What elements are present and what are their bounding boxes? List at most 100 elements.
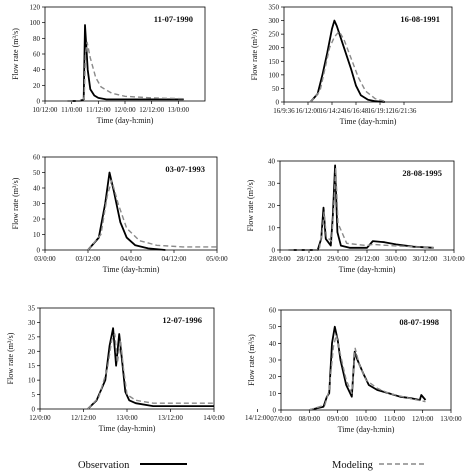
panel-4: 0 10 20 30 40 28/0:00 28/12:00 29/0:00 29/12:00 3…	[246, 158, 465, 275]
y-axis-label: Flow rate (m³/s)	[11, 28, 20, 80]
y-tick-label: 15	[28, 362, 36, 370]
y-tick-label: 50	[272, 85, 280, 93]
x-tick-label: 07/0:00	[270, 415, 292, 423]
y-tick-label: 100	[269, 71, 280, 79]
panel-5: 0 5 10 15 20 25 30 35 12/0:00 12/12:00 13/0:00 13/1…	[6, 305, 270, 434]
modeling-line	[309, 30, 385, 103]
y-tick-label: 30	[33, 200, 41, 208]
x-tick-label: 16/21:36	[392, 107, 417, 115]
y-tick-label: 60	[33, 51, 41, 59]
y-tick-label: 25	[28, 333, 36, 341]
y-tick-label: 10	[269, 390, 277, 398]
x-tick-label: 28/12:00	[297, 255, 322, 263]
y-tick-label: 40	[33, 185, 41, 193]
y-tick-label: 20	[33, 216, 41, 224]
y-tick-label: 20	[28, 348, 36, 356]
x-axis-label: Time (day-h:min)	[339, 265, 396, 274]
x-tick-label: 16/9:36	[273, 107, 295, 115]
y-tick-label: 20	[33, 82, 41, 90]
y-tick-label: 40	[33, 66, 41, 74]
y-tick-label: 100	[30, 19, 41, 27]
x-tick-label: 28/0:00	[269, 255, 291, 263]
x-tick-label: 29/12:00	[355, 255, 380, 263]
x-tick-label: 13/0:00	[440, 415, 462, 423]
x-tick-label: 04/12:00	[162, 255, 187, 263]
x-tick-label: 12/12:00	[71, 414, 96, 422]
x-tick-label: 16/16:48	[344, 107, 369, 115]
y-tick-label: 50	[33, 169, 41, 177]
observation-line	[309, 19, 385, 103]
y-tick-label: 20	[269, 373, 277, 381]
panel-title: 03-07-1993	[165, 164, 205, 174]
y-tick-label: 0	[273, 407, 277, 415]
x-tick-label: 10/12:00	[33, 106, 58, 114]
x-axis-label: Time (day-h:min)	[338, 425, 395, 434]
x-tick-label: 29/0:00	[327, 255, 349, 263]
x-tick-label: 12/0:00	[29, 414, 51, 422]
x-tick-label: 12/0:00	[412, 415, 434, 423]
x-tick-label: 16/14:24	[320, 107, 345, 115]
panel-title: 08-07-1998	[399, 317, 439, 327]
y-tick-label: 200	[269, 44, 280, 52]
x-axis-label: Time (day-h:min)	[340, 117, 397, 126]
modeling-line	[309, 334, 426, 411]
x-tick-label: 30/12:00	[413, 255, 438, 263]
y-tick-label: 10	[33, 231, 41, 239]
x-tick-label: 11/12:00	[86, 106, 111, 114]
y-axis-label: Flow rate (m³/s)	[250, 28, 259, 80]
y-axis-label: Flow rate (m³/s)	[6, 332, 15, 384]
modeling-line	[288, 166, 434, 251]
x-tick-label: 16/19:12	[368, 107, 393, 115]
observation-line	[87, 327, 214, 410]
x-tick-label: 30/0:00	[385, 255, 407, 263]
x-tick-label: 12/12:00	[139, 106, 164, 114]
x-tick-label: 14/0:00	[203, 414, 225, 422]
y-tick-label: 300	[269, 17, 280, 25]
modeling-line	[87, 179, 217, 251]
panel-3: 0 10 20 30 40 50 60 03/0:00 03/12:00 04/0:00 04/12…	[11, 154, 228, 275]
x-axis-label: Time (day-h:min)	[97, 116, 154, 125]
panel-title: 12-07-1996	[162, 315, 202, 325]
y-tick-label: 10	[268, 224, 276, 232]
panel-6: 0 10 20 30 40 50 60 07/0:00 08/0:00 09/0:00 10/0:0…	[247, 307, 462, 435]
y-tick-label: 50	[269, 323, 277, 331]
x-tick-label: 10/0:00	[355, 415, 377, 423]
y-tick-label: 35	[28, 305, 36, 313]
legend: Observation Modeling	[78, 460, 426, 471]
x-tick-label: 03/0:00	[34, 255, 56, 263]
x-tick-label: 13/12:00	[158, 414, 183, 422]
legend-observation-label: Observation	[78, 460, 130, 471]
y-tick-label: 0	[276, 99, 280, 107]
x-tick-label: 12/0:00	[114, 106, 136, 114]
x-tick-label: 14/12:00	[245, 414, 270, 422]
legend-modeling-label: Modeling	[332, 460, 374, 471]
x-tick-label: 13/0:00	[168, 106, 190, 114]
panel-title: 28-08-1995	[402, 168, 442, 178]
panel-title: 11-07-1990	[154, 14, 193, 24]
y-tick-label: 40	[269, 340, 277, 348]
y-tick-label: 0	[272, 247, 276, 255]
x-tick-label: 11/0:00	[384, 415, 406, 423]
panel-title: 16-08-1991	[400, 14, 440, 24]
y-axis-label: Flow rate (m³/s)	[247, 334, 256, 386]
y-tick-label: 250	[269, 31, 280, 39]
y-tick-label: 60	[269, 307, 277, 315]
x-axis-label: Time (day-h:min)	[103, 265, 160, 274]
y-tick-label: 0	[37, 247, 41, 255]
x-tick-label: 16/12:00	[296, 107, 321, 115]
y-tick-label: 30	[269, 357, 277, 365]
y-tick-label: 0	[32, 406, 36, 414]
x-tick-label: 04/0:00	[120, 255, 142, 263]
y-tick-label: 30	[268, 180, 276, 188]
x-tick-label: 09/0:00	[327, 415, 349, 423]
observation-line	[288, 164, 434, 251]
y-tick-label: 150	[269, 58, 280, 66]
modeling-line	[67, 41, 184, 102]
y-tick-label: 80	[33, 35, 41, 43]
y-tick-label: 20	[268, 202, 276, 210]
x-tick-label: 11/0:00	[61, 106, 83, 114]
x-tick-label: 08/0:00	[299, 415, 321, 423]
